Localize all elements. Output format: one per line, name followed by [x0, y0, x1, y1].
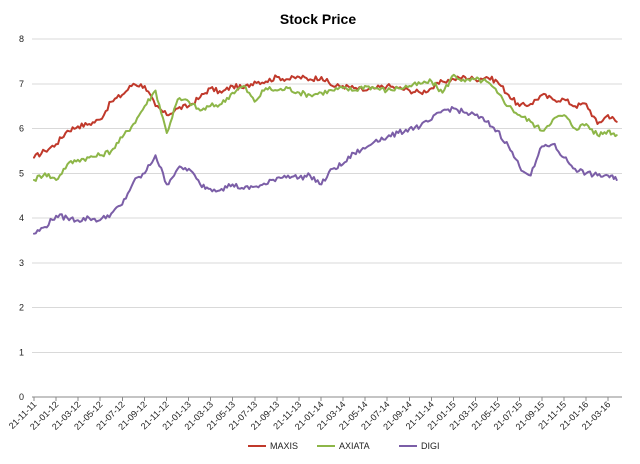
- y-tick-label: 1: [19, 347, 24, 357]
- y-tick-label: 0: [19, 392, 24, 402]
- legend-label-digi: DIGI: [421, 441, 440, 451]
- y-tick-label: 4: [19, 213, 24, 223]
- y-tick-label: 3: [19, 258, 24, 268]
- series-line-maxis: [33, 74, 618, 159]
- y-tick-label: 5: [19, 168, 24, 178]
- y-tick-label: 8: [19, 34, 24, 44]
- chart-title: Stock Price: [280, 11, 356, 27]
- y-tick-label: 2: [19, 303, 24, 313]
- y-tick-label: 6: [19, 124, 24, 134]
- legend-label-maxis: MAXIS: [270, 441, 298, 451]
- series-line-axiata: [33, 73, 618, 182]
- y-tick-label: 7: [19, 79, 24, 89]
- legend-label-axiata: AXIATA: [339, 441, 370, 451]
- series-line-digi: [33, 106, 618, 235]
